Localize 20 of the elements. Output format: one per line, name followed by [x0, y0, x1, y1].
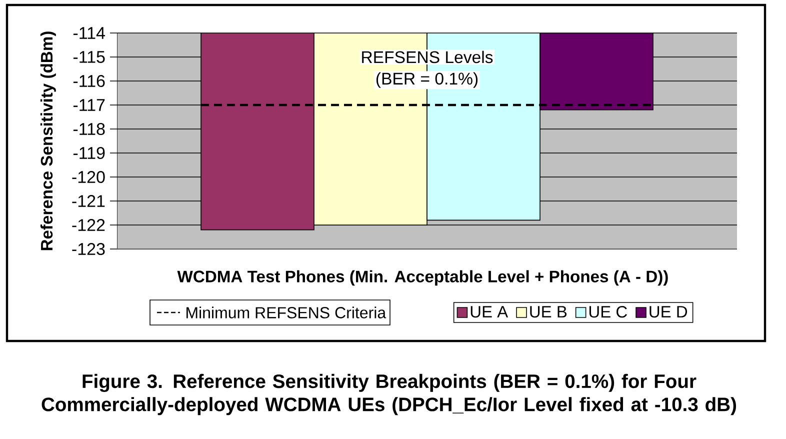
y-tick-label: -119: [73, 146, 105, 160]
legend-label: UE D: [650, 306, 688, 318]
text: Figure 3. Reference Sensitivity Breakpoints (BER = 0.1%) for Four Commercially-deployed WCDMA UEs (DPCH_Ec/Ior Level fixed at -10.3 dB): [42, 374, 736, 416]
legend-label: UE B: [530, 306, 567, 318]
y-tick-label: -120: [72, 170, 105, 184]
y-tick-label: -118: [73, 122, 105, 136]
y-axis-title: Reference Sensitivity (dBm): [40, 32, 56, 250]
y-tick-label: -123: [72, 242, 105, 256]
annotation: REFSENS Levels: [362, 50, 493, 64]
y-tick-label: -117: [73, 99, 105, 111]
annotation: (BER = 0.1%): [376, 72, 478, 88]
legend-label: UE C: [589, 306, 627, 318]
x-axis-title: WCDMA Test Phones (Min. Acceptable Level + Phones (A - D)): [177, 270, 668, 286]
y-tick-label: -121: [72, 195, 105, 207]
legend-label: Minimum REFSENS Criteria: [186, 306, 386, 318]
y-tick-label: -116: [73, 74, 105, 88]
y-tick-label: -122: [72, 219, 105, 231]
y-tick-label: -115: [73, 51, 105, 63]
y-tick-label: -114: [73, 27, 105, 39]
legend-label: UE A: [470, 306, 508, 318]
